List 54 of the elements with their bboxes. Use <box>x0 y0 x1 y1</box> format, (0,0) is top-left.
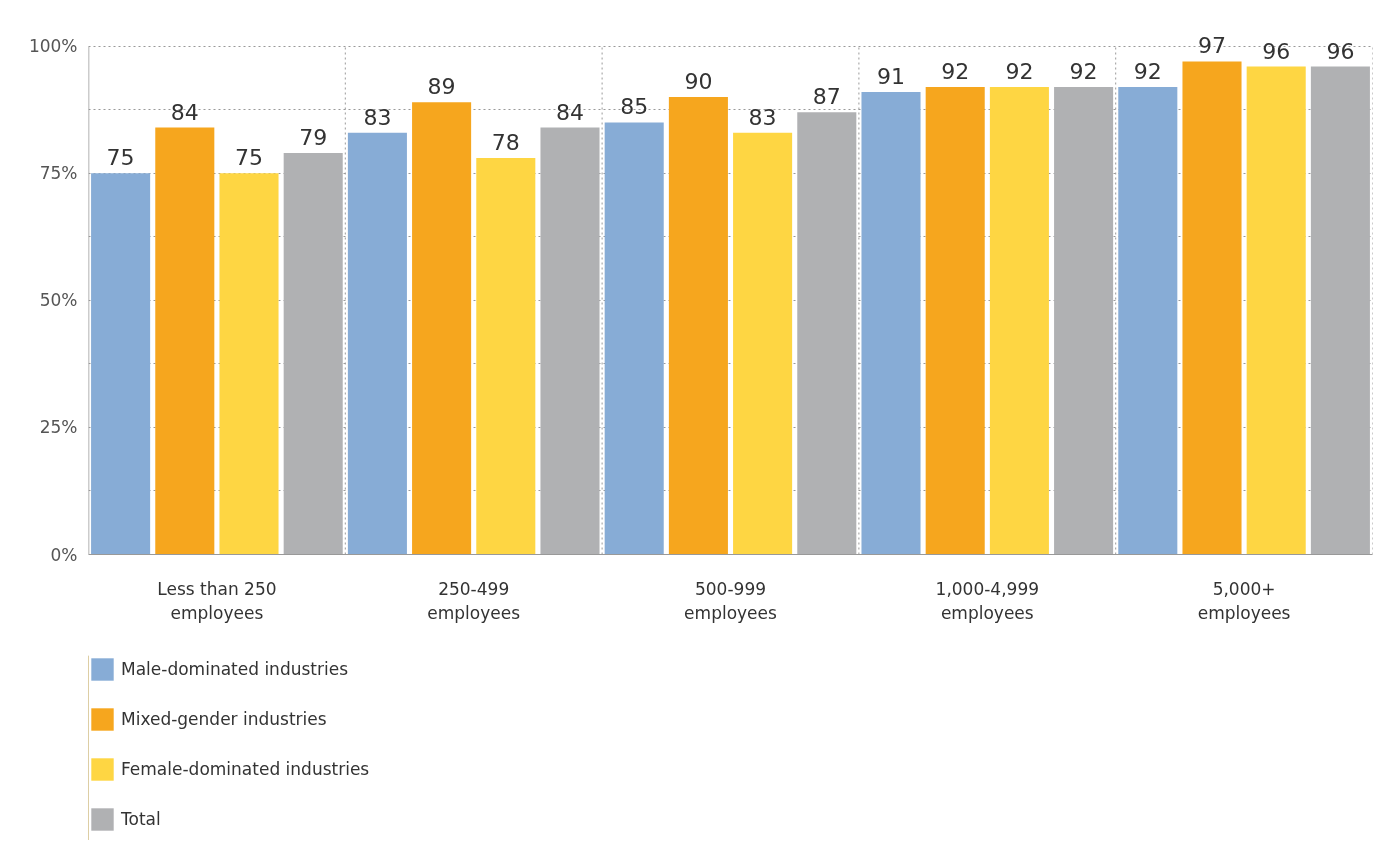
bar <box>925 86 985 555</box>
legend-label: Female-dominated industries <box>121 759 370 779</box>
data-label: 84 <box>556 99 584 125</box>
data-label: 92 <box>1133 58 1162 84</box>
data-label: 79 <box>299 124 328 150</box>
data-label: 75 <box>235 145 263 171</box>
bar <box>604 122 664 555</box>
bar <box>155 127 215 555</box>
data-label: 84 <box>170 99 199 125</box>
bar <box>347 132 407 555</box>
bar <box>412 102 472 555</box>
legend-label: Male-dominated industries <box>121 659 349 679</box>
data-label: 89 <box>427 74 456 100</box>
data-label: 97 <box>1198 33 1226 59</box>
bar <box>1054 86 1114 555</box>
bar <box>1182 61 1242 555</box>
data-label: 83 <box>748 104 777 130</box>
y-tick-label: 25% <box>39 417 78 438</box>
x-tick-label: 1,000-4,999 employees <box>935 578 1040 623</box>
data-label: 83 <box>363 104 392 130</box>
y-tick-label: 75% <box>39 163 78 184</box>
data-label: 78 <box>491 130 520 156</box>
data-label: 96 <box>1262 38 1291 64</box>
bar <box>91 173 151 555</box>
x-tick-label: 5,000+ employees <box>1197 578 1291 623</box>
y-tick-label: 0% <box>50 544 78 565</box>
bar <box>540 127 600 555</box>
data-label: 85 <box>620 94 649 120</box>
bar <box>668 97 728 555</box>
data-label: 92 <box>1069 58 1098 84</box>
data-label: 92 <box>1005 58 1034 84</box>
data-label: 87 <box>812 84 841 110</box>
bar <box>1310 66 1370 555</box>
y-tick-label: 50% <box>39 290 78 311</box>
data-label: 92 <box>941 58 970 84</box>
legend-label: Mixed-gender industries <box>121 709 327 729</box>
bar <box>219 173 279 555</box>
data-label: 96 <box>1326 38 1355 64</box>
x-tick-label: Less than 250 employees <box>157 578 277 623</box>
bar <box>1246 66 1306 555</box>
x-tick-label: 250-499 employees <box>427 578 521 623</box>
bar <box>989 86 1049 555</box>
bar <box>1118 86 1178 555</box>
bar <box>283 152 343 555</box>
data-label: 91 <box>877 63 905 89</box>
legend-label: Total <box>121 809 161 829</box>
data-label: 75 <box>106 145 135 171</box>
bar <box>797 112 857 555</box>
x-tick-label: 500-999 employees <box>684 578 778 623</box>
data-label: 90 <box>684 69 713 95</box>
bar <box>733 132 793 555</box>
y-tick-label: 100% <box>28 36 78 57</box>
bar <box>476 158 536 555</box>
bar <box>861 91 921 555</box>
